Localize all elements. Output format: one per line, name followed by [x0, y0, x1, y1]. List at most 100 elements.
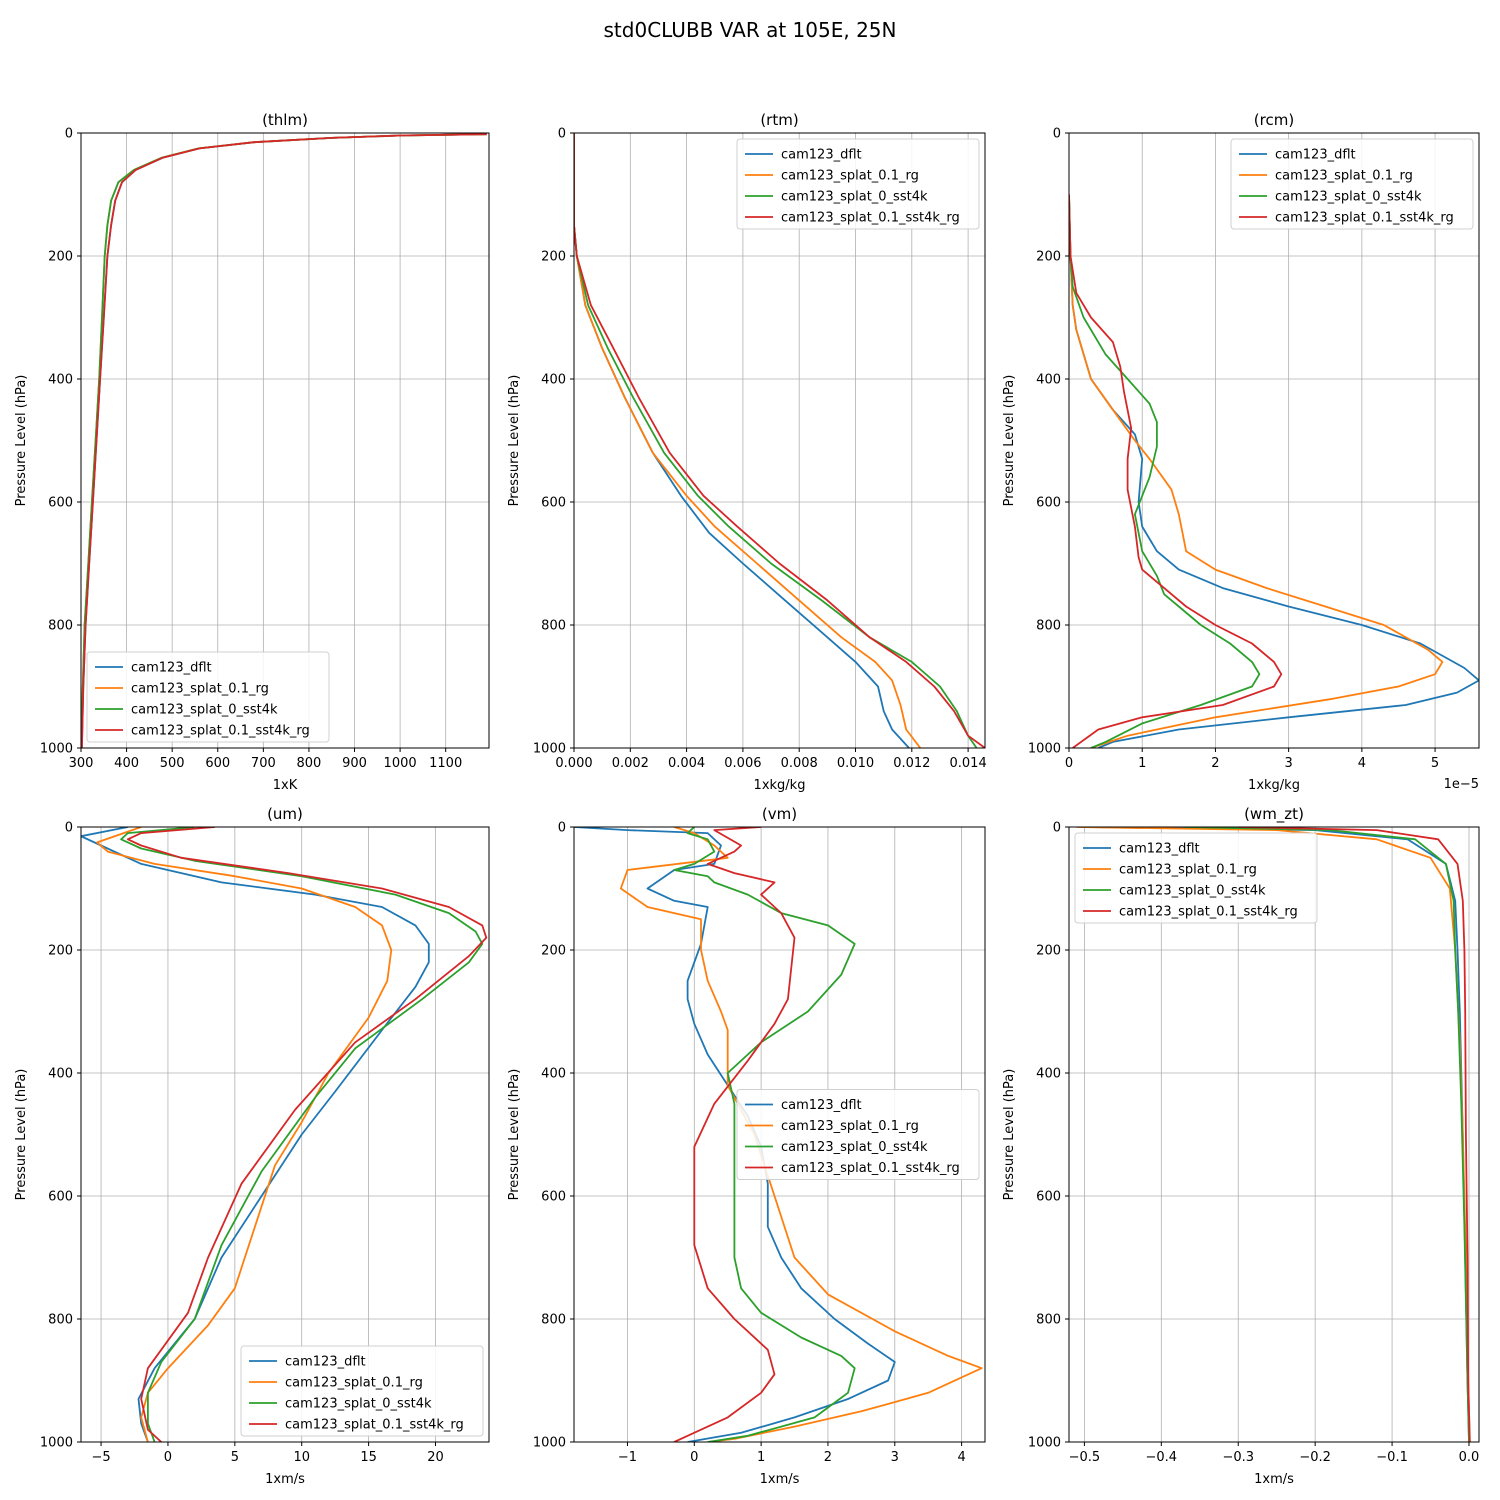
- legend: cam123_dflt cam123_splat_0.1_rg cam123_spl…: [1230, 138, 1474, 230]
- y-tick-label: 0: [1053, 821, 1061, 836]
- y-tick-label: 800: [541, 619, 566, 634]
- legend-box: [736, 1089, 980, 1180]
- y-tick-label: 1000: [1028, 1436, 1061, 1451]
- legend-label: cam123_splat_0.1_rg: [285, 1376, 423, 1391]
- x-tick-label: 2: [824, 1450, 832, 1465]
- y-tick-label: 400: [1036, 1067, 1061, 1082]
- x-tick-label: −0.4: [1146, 1450, 1178, 1465]
- legend-label: cam123_splat_0.1_sst4k_rg: [1119, 905, 1298, 920]
- series-line-cam123_splat_0.1_sst4k_rg: [673, 827, 796, 1442]
- y-tick-label: 0: [65, 127, 73, 142]
- series-line-cam123_dflt: [574, 827, 896, 1442]
- y-tick-label: 1000: [1028, 742, 1061, 757]
- series-line-cam123_splat_0_sst4k: [120, 827, 484, 1442]
- y-tick-label: 200: [541, 944, 566, 959]
- x-tick-label: 4: [1358, 756, 1366, 771]
- x-axis-label: 1xK: [273, 778, 298, 793]
- legend-box: [1074, 832, 1318, 924]
- series-line-cam123_splat_0.1_sst4k_rg: [1238, 827, 1471, 1442]
- legend-label: cam123_dflt: [131, 661, 212, 676]
- y-tick-label: 800: [48, 1313, 73, 1328]
- x-tick-label: −0.1: [1376, 1450, 1408, 1465]
- y-axis-label: Pressure Level (hPa): [507, 375, 522, 507]
- series-line-cam123_dflt: [81, 827, 430, 1442]
- x-tick-label: 0.002: [612, 756, 649, 771]
- figure-title: std0CLUBB VAR at 105E, 25N: [604, 18, 897, 42]
- y-axis-label: Pressure Level (hPa): [14, 375, 29, 507]
- x-tick-label: 0.0: [1459, 1450, 1480, 1465]
- legend-box: [1230, 138, 1474, 230]
- legend: cam123_dflt cam123_splat_0.1_rg cam123_spl…: [240, 1345, 484, 1437]
- y-tick-label: 600: [48, 1190, 73, 1205]
- legend: cam123_dflt cam123_splat_0.1_rg cam123_spl…: [1074, 832, 1318, 924]
- y-tick-label: 400: [1036, 373, 1061, 388]
- legend-label: cam123_dflt: [1275, 148, 1356, 163]
- y-tick-label: 400: [541, 373, 566, 388]
- legend-label: cam123_dflt: [781, 1098, 862, 1113]
- y-tick-label: 1000: [40, 1436, 73, 1451]
- legend-label: cam123_splat_0.1_rg: [1119, 863, 1257, 878]
- x-tick-label: 5: [1431, 756, 1439, 771]
- legend: cam123_dflt cam123_splat_0.1_rg cam123_spl…: [86, 651, 330, 743]
- x-tick-label: 900: [342, 756, 367, 771]
- subplot-title: (um): [267, 805, 303, 823]
- x-axis-label: 1xm/s: [1254, 1472, 1294, 1487]
- y-tick-label: 600: [1036, 1190, 1061, 1205]
- x-tick-label: 700: [251, 756, 276, 771]
- y-axis-label: Pressure Level (hPa): [14, 1069, 29, 1201]
- series-line-cam123_splat_0_sst4k: [1069, 194, 1261, 748]
- x-tick-label: 500: [160, 756, 185, 771]
- y-tick-label: 200: [48, 944, 73, 959]
- x-tick-label: −0.5: [1069, 1450, 1101, 1465]
- y-tick-label: 600: [541, 1190, 566, 1205]
- x-tick-label: 1: [1138, 756, 1146, 771]
- legend-box: [86, 651, 330, 743]
- legend-label: cam123_splat_0.1_sst4k_rg: [781, 211, 960, 226]
- subplot-3: −5 0 5 10 15 2002004006008001000(um)1xm/sPres…: [14, 805, 490, 1487]
- x-tick-label: −1: [618, 1450, 637, 1465]
- subplot-title: (rcm): [1254, 111, 1294, 129]
- subplot-5: −0.5 −0.4 −0.3 −0.2 −0.1 0.0 0 200 400 600 800 1000…: [1002, 805, 1480, 1487]
- x-axis-label: 1xm/s: [760, 1472, 800, 1487]
- x-tick-label: 400: [114, 756, 139, 771]
- x-tick-label: 20: [427, 1450, 444, 1465]
- x-tick-label: 3: [891, 1450, 899, 1465]
- axes-frame: [1068, 826, 1480, 1443]
- y-tick-label: 800: [1036, 619, 1061, 634]
- legend-label: cam123_splat_0_sst4k: [131, 703, 278, 718]
- x-axis-label: 1xkg/kg: [1248, 778, 1300, 793]
- x-tick-label: 600: [205, 756, 230, 771]
- subplot-title: (vm): [762, 805, 797, 823]
- subplot-title: (wm_zt): [1244, 805, 1304, 824]
- series-line-cam123_splat_0.1_sst4k_rg: [574, 133, 985, 748]
- subplot-0: 300 400 500 600 700 800 900 1000 1100 0 200 400 600 8…: [14, 111, 490, 793]
- y-tick-label: 600: [48, 496, 73, 511]
- legend-label: cam123_splat_0_sst4k: [285, 1397, 432, 1412]
- y-tick-label: 600: [541, 496, 566, 511]
- y-tick-label: 800: [541, 1313, 566, 1328]
- x-tick-label: 2: [1211, 756, 1219, 771]
- y-tick-label: 0: [65, 821, 73, 836]
- legend-label: cam123_splat_0.1_rg: [1275, 169, 1413, 184]
- x-tick-label: −0.3: [1222, 1450, 1254, 1465]
- y-tick-label: 0: [558, 821, 566, 836]
- x-tick-label: 0.008: [781, 756, 818, 771]
- legend-label: cam123_splat_0_sst4k: [1275, 190, 1422, 205]
- series-line-cam123_splat_0.1_sst4k_rg: [1069, 194, 1283, 748]
- x-tick-label: 1000: [384, 756, 417, 771]
- legend: cam123_dflt cam123_splat_0.1_rg cam123_spl…: [736, 1089, 980, 1180]
- legend-label: cam123_dflt: [781, 148, 862, 163]
- x-tick-label: 3: [1285, 756, 1293, 771]
- legend-label: cam123_splat_0.1_rg: [131, 682, 269, 697]
- axes-frame: [80, 132, 490, 749]
- x-tick-label: 4: [957, 1450, 965, 1465]
- y-tick-label: 0: [558, 127, 566, 142]
- series-group: [81, 827, 488, 1442]
- subplot-4: −1 0 1 2 3 4 0 200 400 600 800 1000 (vm) 1xm/s Pressur…: [507, 805, 986, 1487]
- y-axis-label: Pressure Level (hPa): [1002, 1069, 1017, 1201]
- x-tick-label: 0.000: [555, 756, 592, 771]
- y-tick-label: 800: [1036, 1313, 1061, 1328]
- legend-label: cam123_dflt: [285, 1355, 366, 1370]
